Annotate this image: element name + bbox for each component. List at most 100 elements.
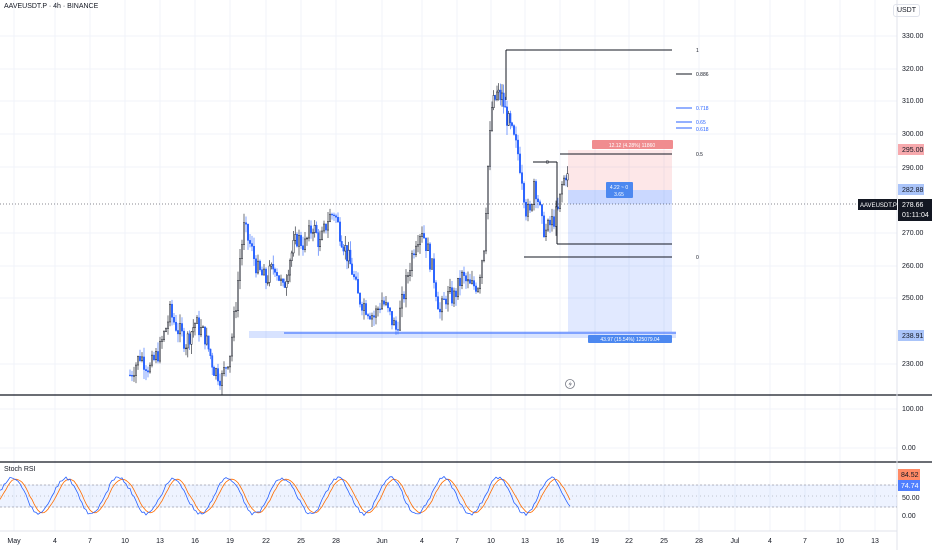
candle-body: [361, 303, 363, 311]
price-axis[interactable]: 330.00 320.00 310.00 300.00 290.00 270.0…: [858, 33, 932, 520]
candle-body: [285, 281, 288, 288]
time-label: Jul: [731, 538, 740, 545]
candle-body: [553, 216, 555, 227]
candle-body: [351, 263, 353, 275]
candle-body: [200, 327, 202, 336]
candle-body: [302, 245, 304, 250]
candle-body: [453, 290, 455, 304]
candle-body: [163, 331, 165, 341]
candle-body: [375, 308, 377, 318]
candle-body: [443, 298, 445, 300]
candle-body: [445, 298, 447, 305]
target-price-text: 238.91: [902, 333, 924, 340]
candle-body: [391, 311, 393, 326]
candle-body: [499, 89, 502, 100]
candle-body: [165, 328, 167, 332]
fib-label-0: 0: [696, 255, 699, 261]
stoch-d-line[interactable]: [0, 478, 571, 514]
candle-body: [340, 241, 343, 248]
candle-body: [186, 333, 189, 349]
candle-body: [263, 268, 265, 276]
stoch-rsi-label[interactable]: Stoch RSI: [4, 466, 36, 473]
candle-body: [479, 276, 481, 290]
candle-body: [559, 193, 561, 209]
candle-body: [357, 279, 359, 294]
candle-body: [169, 303, 171, 323]
candle-body: [481, 260, 483, 278]
candle-body: [371, 315, 373, 320]
candle-body: [204, 326, 206, 345]
reward-zone[interactable]: [568, 190, 672, 332]
currency-button[interactable]: USDT: [892, 4, 920, 17]
target-price-badge: [898, 330, 924, 341]
candle-body: [209, 348, 212, 356]
candle-body: [419, 236, 421, 245]
stoch-tick: 50.00: [902, 495, 920, 502]
candle-body: [276, 272, 278, 276]
candle-body: [385, 302, 387, 305]
candle-body: [175, 321, 177, 331]
ratio-label-1: 4.22 ~ 0: [610, 185, 628, 191]
stoch-k-badge: [898, 469, 920, 480]
candle-body: [435, 282, 437, 297]
candle-body: [202, 326, 204, 328]
candle-body: [525, 201, 527, 217]
time-label: 16: [191, 538, 199, 545]
time-label: 25: [297, 538, 305, 545]
ratio-label-2: 3.65: [614, 192, 624, 198]
support-zone[interactable]: [249, 331, 676, 338]
candle-body: [529, 203, 531, 211]
candle-body: [379, 308, 381, 310]
candle-body: [339, 221, 341, 242]
stoch-k-line[interactable]: [0, 475, 571, 517]
ratio-label-bg: [606, 182, 633, 198]
time-axis[interactable]: May 4 7 10 13 16 19 22 25 28 Jun 4 7 10 13 16 19 22 25 28 Ju…: [7, 538, 879, 545]
time-label: 4: [53, 538, 57, 545]
price-tick: 330.00: [902, 33, 924, 40]
candle-body: [227, 366, 229, 369]
horizontal-gridlines: [0, 35, 897, 508]
candle-body: [509, 113, 512, 124]
symbol-badge: [858, 199, 897, 210]
mini-fib-label: 0: [546, 160, 549, 166]
candle-body: [283, 282, 286, 288]
candle-body: [342, 246, 345, 252]
candle-body: [431, 258, 433, 270]
candle-body: [235, 310, 237, 312]
fib-retracement[interactable]: 1 0.886 0.718 0.65 0.618 0.5 0 0: [505, 48, 709, 261]
candle-body: [563, 177, 565, 185]
fib-label-0886: 0.886: [696, 72, 709, 78]
candlestick-series[interactable]: [129, 83, 569, 395]
candle-body: [192, 327, 195, 333]
candle-body: [274, 268, 276, 273]
time-label: 10: [121, 538, 129, 545]
fib-label-1: 1: [696, 48, 699, 54]
candle-body: [497, 89, 500, 93]
candle-body: [325, 223, 327, 231]
symbol-title[interactable]: AAVEUSDT.P · 4h · BINANCE: [4, 3, 99, 10]
candle-body: [298, 235, 300, 247]
volume-tick: 100.00: [902, 406, 924, 413]
candle-body: [507, 113, 510, 126]
candle-body: [369, 315, 371, 320]
candle-body: [265, 268, 267, 283]
candle-body: [294, 234, 297, 241]
candle-body: [533, 181, 535, 205]
candle-body: [268, 265, 271, 283]
stoch-d-badge: [898, 480, 920, 491]
candle-body: [413, 253, 415, 256]
candle-body: [171, 303, 173, 318]
candle-body: [253, 246, 255, 260]
candle-body: [185, 347, 187, 350]
target-label-bg: [588, 335, 672, 343]
fib-label-065: 0.65: [696, 120, 706, 126]
entry-price-badge: [898, 184, 924, 195]
candle-body: [233, 311, 235, 338]
time-label: 10: [836, 538, 844, 545]
candle-body: [129, 374, 131, 377]
candle-body: [437, 296, 439, 310]
candle-body: [491, 107, 493, 131]
candle-body: [461, 271, 463, 287]
